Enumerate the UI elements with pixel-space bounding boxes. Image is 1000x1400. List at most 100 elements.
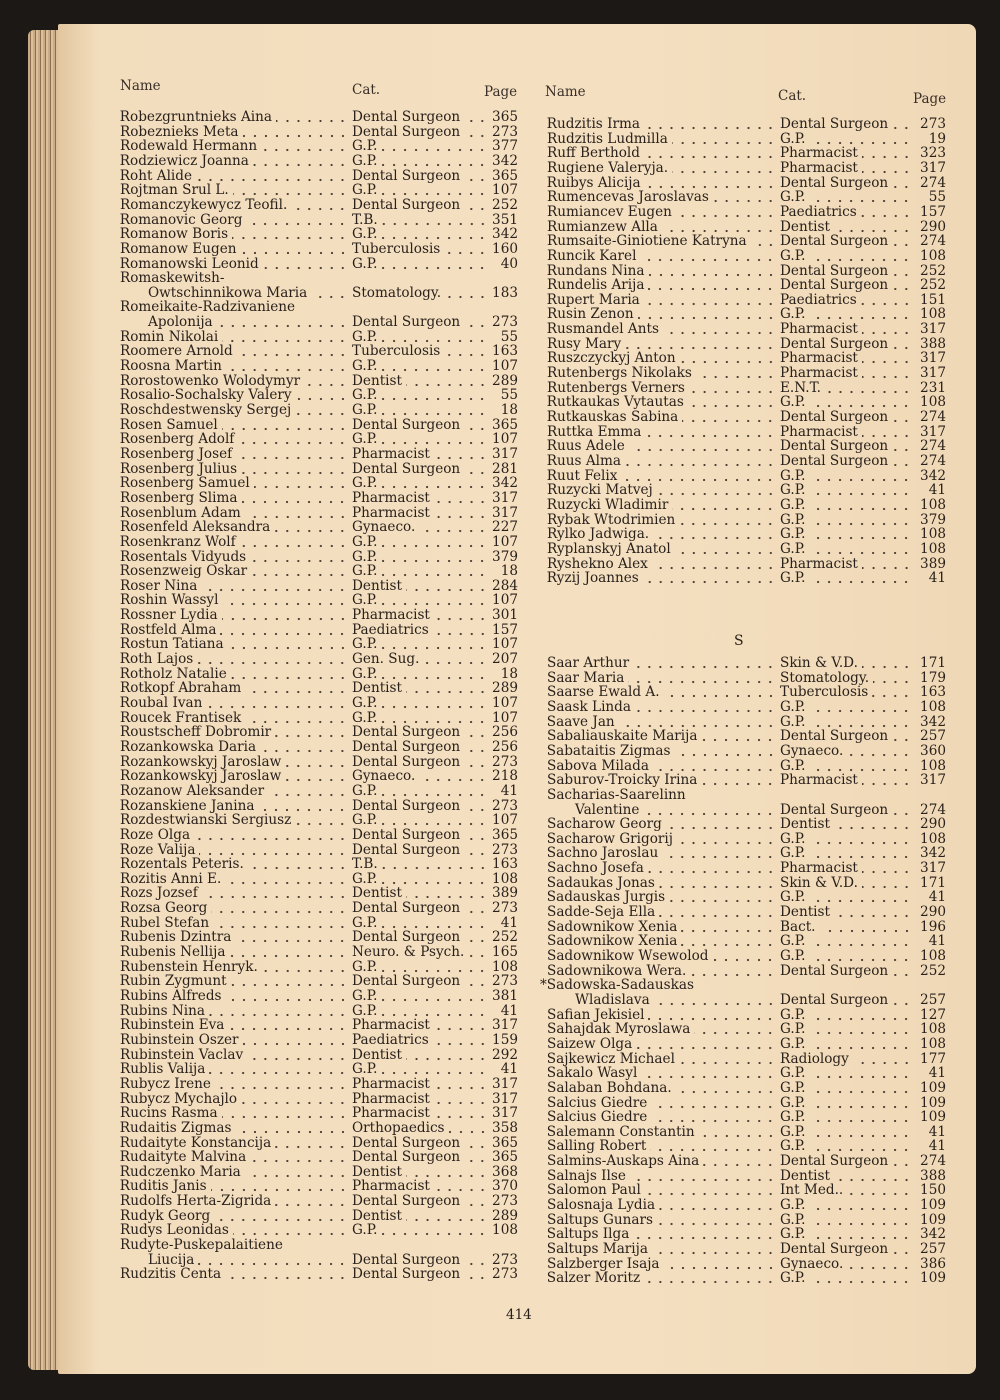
entry-category: Dental Surgeon <box>352 110 461 125</box>
entry-page: 379 <box>920 511 946 528</box>
entry-name: Romanczykewycz Teofil. <box>120 197 288 213</box>
entry-name-cell: Rosenberg Julius <box>120 462 352 477</box>
entry-page: 41 <box>928 933 946 950</box>
entry-page: 273 <box>492 1266 518 1283</box>
entry-name-cell: *Salzer Moritz <box>547 1271 780 1286</box>
entry-category-cell: G.P. <box>352 637 492 652</box>
dot-leader <box>464 127 488 138</box>
dot-leader <box>381 259 488 270</box>
dot-leader <box>809 486 912 497</box>
entry-category-cell: Dental Surgeon <box>780 410 916 425</box>
entry-name-cell: Rubinstein Vaclav <box>120 1048 352 1063</box>
dot-leader <box>240 244 348 255</box>
dot-leader <box>625 339 776 350</box>
entry-category: Dental Surgeon <box>780 729 889 745</box>
dot-leader <box>809 1083 912 1094</box>
entry-page: 273 <box>492 797 518 814</box>
entry-category: G.P. <box>780 527 806 543</box>
dot-leader <box>432 1035 488 1046</box>
entry-name: Ryshekno Alex <box>547 556 648 572</box>
entry-category-cell: Paediatrics <box>352 623 492 638</box>
entry-name: Rostun Tatiana <box>120 637 224 653</box>
entry-name: Roustscheff Dobromir <box>120 725 272 741</box>
dot-leader <box>464 977 488 988</box>
index-entry: Rubenis Dzintra Dental Surgeon 252 <box>120 930 518 945</box>
entry-category-cell: Neuro. & Psych. <box>352 945 492 960</box>
entry-category: G.P. <box>780 934 806 950</box>
entry-name: Rutenbergs Verners <box>547 380 685 396</box>
index-entry: Rubenstein Henryk. G.P. 108 <box>120 959 518 975</box>
dot-leader <box>241 1094 348 1105</box>
dot-leader <box>659 1201 776 1212</box>
entry-category: Pharmacist <box>780 351 858 367</box>
index-entry: Apolonija Dental Surgeon 273 <box>120 315 518 330</box>
entry-name-cell: *Rosenberg Adolf <box>120 432 352 447</box>
index-entry: Rodewald Hermann G.P. 377 <box>120 139 518 154</box>
entry-name: Rozankowska Daria <box>120 739 257 755</box>
index-entry: Sadownikow Xenia Bact. 196 <box>547 919 946 935</box>
entry-name-cell: Ruttka Emma <box>547 425 780 440</box>
entry-category: Dental Surgeon <box>352 197 461 213</box>
entry-name: *Rudaityte Konstancija <box>120 1135 272 1151</box>
entry-category: Dentist <box>352 886 402 902</box>
dot-leader <box>214 1211 348 1222</box>
entry-page: 370 <box>492 1178 518 1195</box>
entry-page: 252 <box>492 929 518 946</box>
dot-leader <box>651 559 776 570</box>
index-entry-name-line: Sacharias-Saarelinn <box>547 787 686 803</box>
entry-category: Gynaeco. <box>780 743 844 759</box>
index-entry: *Roze Olga Dental Surgeon 365 <box>120 827 518 843</box>
index-entry-name-line: *Sadowska-Sadauskas <box>540 978 694 993</box>
entry-category-cell: G.P. <box>780 846 916 861</box>
dot-leader <box>824 383 912 394</box>
entry-category-cell: Dental Surgeon <box>352 418 492 433</box>
index-entry: *Rubycz Mychajlo Pharmacist 317 <box>120 1091 518 1107</box>
index-entry: Rozsa Georg Dental Surgeon 273 <box>120 901 518 916</box>
entry-name: Saar Arthur <box>547 656 630 671</box>
dot-leader <box>295 406 348 416</box>
entry-page: 183 <box>492 284 518 301</box>
entry-category-cell: Pharmacist <box>780 161 916 176</box>
entry-page: 108 <box>920 526 946 543</box>
entry-category-cell: Pharmacist <box>352 506 492 521</box>
dot-leader <box>701 776 776 787</box>
dot-leader <box>381 391 488 402</box>
dot-leader <box>861 149 912 160</box>
entry-category: Dentist <box>780 1168 830 1184</box>
dot-leader <box>892 237 912 248</box>
entry-category: Skin & V.D. <box>780 875 858 891</box>
entry-name: *Saltups Marija <box>547 1242 648 1257</box>
entry-category-cell: G.P. <box>352 1062 492 1077</box>
dot-leader <box>873 673 912 684</box>
entry-name: Roucek Frantisek <box>120 710 242 726</box>
dot-leader <box>244 1167 348 1178</box>
dot-leader <box>221 1109 348 1120</box>
entry-name: Rozsa Georg <box>120 901 208 917</box>
entry-name: *Rupert Maria <box>547 292 640 308</box>
entry-category-cell: G.P. <box>352 432 492 447</box>
entry-name: Rozankowskyj Jaroslaw <box>120 769 282 785</box>
entry-page: 157 <box>492 621 518 638</box>
dot-leader <box>809 515 912 526</box>
entry-page: 109 <box>920 1079 946 1096</box>
dot-leader <box>643 149 776 160</box>
dot-leader <box>681 937 776 948</box>
entry-category-cell: Gynaeco. <box>780 744 916 759</box>
dot-leader <box>381 537 488 548</box>
dot-leader <box>196 171 348 182</box>
entry-name: Saarse Ewald A. <box>547 685 660 701</box>
index-entry: *Rubycz Irene Pharmacist 317 <box>120 1076 518 1092</box>
entry-name-cell: Sadde-Seja Ella <box>547 905 780 920</box>
entry-category: G.P. <box>352 666 378 682</box>
index-entry: Ruzycki Matvej G.P. 41 <box>547 483 946 498</box>
index-entry: *Roschdestwensky Sergej G.P. 18 <box>120 403 518 418</box>
index-entry: Salling Robert G.P. 41 <box>547 1139 946 1154</box>
dot-leader <box>228 1021 348 1032</box>
entry-name-cell: Owtschinnikowa Maria <box>120 286 352 301</box>
entry-page: 151 <box>920 291 946 308</box>
entry-category-cell: Pharmacist <box>780 557 916 572</box>
entry-name-cell: *Rudczenko Maria <box>120 1165 352 1180</box>
entry-name: *Sajkewicz Michael <box>547 1051 675 1067</box>
entry-page: 317 <box>920 772 946 789</box>
entry-category-cell: G.P. <box>780 1066 916 1081</box>
